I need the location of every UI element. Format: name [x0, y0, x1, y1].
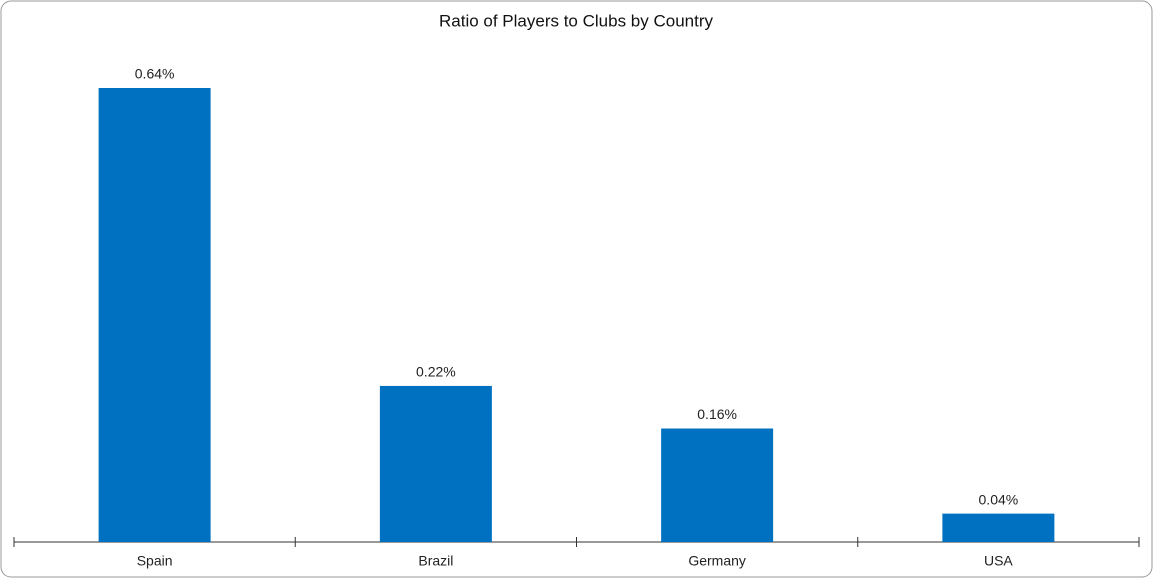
bar: [379, 385, 492, 542]
bar: [942, 513, 1055, 542]
chart-title: Ratio of Players to Clubs by Country: [439, 11, 714, 30]
x-tick-label: Germany: [688, 553, 746, 569]
x-tick-label: Brazil: [418, 553, 453, 569]
x-tick-label: Spain: [137, 553, 173, 569]
x-tick-label: USA: [984, 553, 1013, 569]
value-label: 0.64%: [135, 66, 175, 82]
value-label: 0.16%: [697, 406, 737, 422]
value-label: 0.04%: [979, 491, 1019, 507]
bar: [98, 88, 211, 542]
bar: [661, 428, 774, 542]
value-label: 0.22%: [416, 364, 456, 380]
